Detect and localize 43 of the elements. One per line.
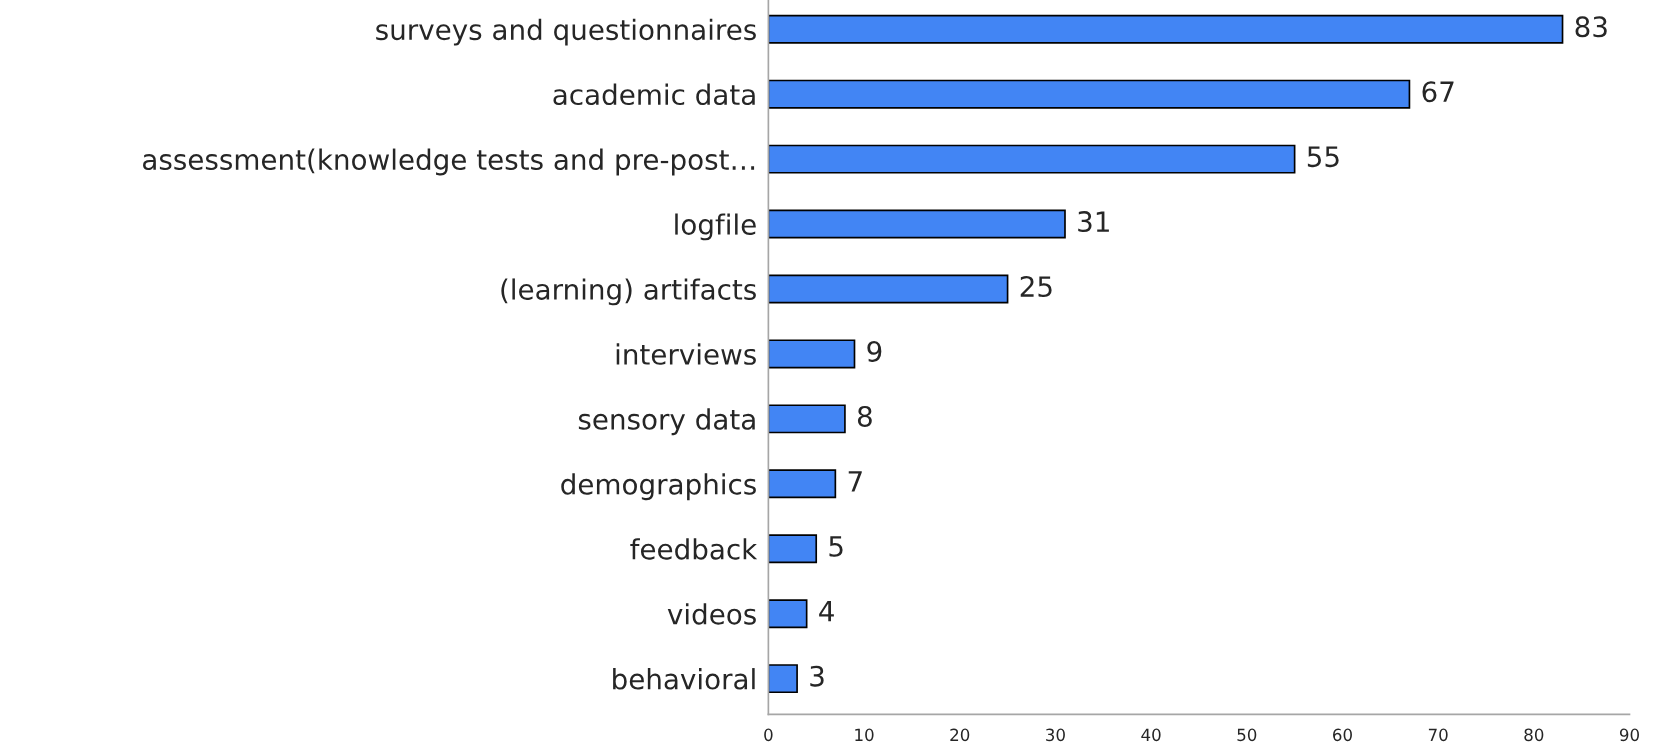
x-tick-label: 60	[1333, 728, 1352, 742]
y-tick-label: sensory data	[578, 408, 755, 436]
y-tick-label: behavioral	[613, 668, 755, 690]
bar	[768, 664, 798, 694]
x-tick-label: 10	[855, 728, 874, 742]
y-tick-label: assessment(knowledge tests and pre-post…	[143, 148, 755, 176]
y-tick-label: logfile	[675, 213, 756, 241]
y-tick-label: surveys and questionnaires	[376, 18, 756, 46]
y-tick-label: videos	[667, 603, 756, 625]
data-label: 55	[1307, 146, 1339, 168]
data-label: 3	[810, 665, 824, 687]
x-tick-label: 20	[950, 728, 970, 742]
data-label: 7	[848, 471, 862, 492]
data-label: 5	[829, 536, 843, 557]
bar	[768, 599, 808, 629]
data-label: 31	[1078, 211, 1109, 233]
data-label: 67	[1422, 81, 1454, 103]
y-tick-label: feedback	[630, 538, 758, 560]
y-tick-label: demographics	[561, 473, 756, 501]
x-tick-label: 80	[1524, 728, 1544, 742]
bar	[768, 79, 1411, 109]
x-tick-label: 30	[1046, 728, 1065, 742]
x-tick-label: 40	[1141, 728, 1161, 742]
data-label: 83	[1575, 16, 1607, 38]
bar	[768, 534, 818, 564]
bar	[768, 144, 1296, 174]
bar	[768, 274, 1009, 304]
bar	[768, 339, 856, 369]
y-tick-label: academic data	[553, 83, 755, 106]
bar	[768, 209, 1066, 239]
x-tick-label: 0	[764, 728, 773, 742]
data-label: 8	[857, 405, 872, 427]
bar	[768, 14, 1564, 44]
bar	[768, 404, 846, 434]
y-tick-label: interviews	[616, 343, 756, 365]
x-tick-label: 50	[1237, 728, 1257, 742]
data-label: 4	[819, 601, 834, 622]
data-label: 25	[1020, 276, 1052, 298]
x-tick-label: 70	[1428, 728, 1448, 742]
x-tick-label: 90	[1619, 728, 1639, 742]
y-tick-label: (learning) artifacts	[501, 278, 756, 306]
data-label: 9	[867, 340, 882, 362]
bar	[768, 469, 837, 499]
